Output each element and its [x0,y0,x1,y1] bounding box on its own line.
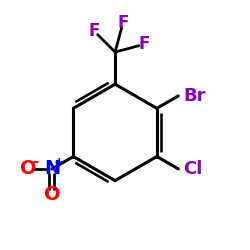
Text: -: - [32,154,38,169]
Text: F: F [88,22,100,40]
Text: F: F [138,35,150,53]
Text: O: O [44,185,60,204]
Text: +: + [54,156,65,169]
Text: N: N [44,160,60,178]
Text: O: O [20,160,37,178]
Text: F: F [117,14,128,32]
Text: Cl: Cl [183,160,203,178]
Text: Br: Br [184,87,206,105]
